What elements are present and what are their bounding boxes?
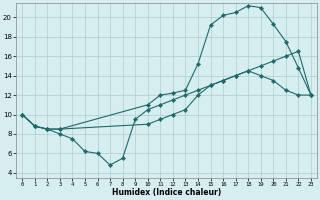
X-axis label: Humidex (Indice chaleur): Humidex (Indice chaleur) (112, 188, 221, 197)
